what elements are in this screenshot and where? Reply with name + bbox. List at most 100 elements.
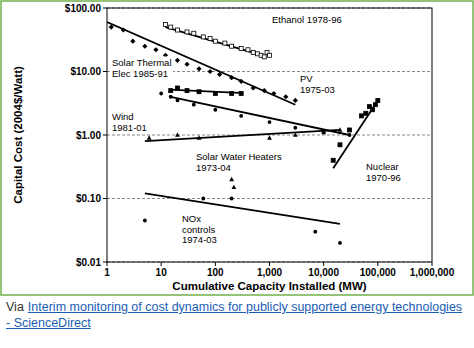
point bbox=[163, 22, 167, 26]
point bbox=[231, 185, 236, 189]
label-background bbox=[111, 57, 174, 80]
point bbox=[262, 55, 266, 59]
point bbox=[197, 90, 201, 94]
point bbox=[313, 230, 317, 234]
trend-line bbox=[165, 27, 262, 55]
tick-mark bbox=[323, 262, 324, 266]
point bbox=[175, 132, 180, 136]
series-label: Ethanol 1978-96 bbox=[272, 14, 342, 25]
plot-frame bbox=[107, 8, 432, 262]
series bbox=[331, 98, 380, 168]
point bbox=[197, 135, 202, 139]
label-background bbox=[365, 161, 403, 184]
x-axis-title: Cumulative Capacity Installed (MW) bbox=[172, 280, 366, 292]
point bbox=[360, 114, 364, 118]
tick-label: 1,000 bbox=[257, 267, 282, 278]
caption-link[interactable]: Interim monitoring of cost dynamics for … bbox=[6, 300, 462, 330]
point bbox=[169, 25, 173, 29]
point bbox=[251, 50, 255, 54]
point bbox=[184, 62, 189, 67]
point bbox=[293, 98, 298, 103]
point bbox=[376, 98, 380, 102]
label-line: NOx bbox=[182, 213, 201, 224]
point bbox=[208, 37, 212, 41]
point bbox=[217, 72, 222, 77]
label-background bbox=[271, 14, 344, 26]
tick-label: 1 bbox=[104, 267, 110, 278]
point bbox=[201, 35, 205, 39]
tick-mark bbox=[103, 262, 107, 263]
label-line: 1975-03 bbox=[300, 84, 335, 95]
point bbox=[230, 44, 234, 48]
series-label: NOxcontrols1974-03 bbox=[182, 213, 217, 245]
point bbox=[130, 39, 135, 44]
tick-mark bbox=[103, 71, 107, 72]
tick-label: 100,000 bbox=[360, 267, 397, 278]
label-line: Ethanol 1978-96 bbox=[272, 14, 342, 25]
label-background bbox=[111, 111, 149, 134]
point bbox=[348, 128, 352, 132]
tick-label: $0.10 bbox=[76, 193, 101, 204]
label-background bbox=[181, 213, 219, 246]
outer-frame bbox=[1, 1, 473, 295]
series bbox=[169, 86, 243, 96]
trend-line bbox=[333, 100, 378, 168]
point bbox=[169, 89, 173, 93]
point bbox=[321, 130, 326, 134]
point bbox=[159, 92, 163, 96]
point bbox=[230, 92, 234, 96]
trend-line bbox=[145, 193, 340, 223]
point bbox=[213, 108, 217, 112]
point bbox=[153, 47, 158, 52]
point bbox=[229, 177, 234, 181]
caption: ViaInterim monitoring of cost dynamics f… bbox=[6, 299, 468, 331]
tick-mark bbox=[432, 262, 433, 266]
label-line: Solar Thermal bbox=[112, 57, 172, 68]
point bbox=[268, 53, 272, 57]
tick-mark bbox=[107, 262, 108, 266]
series bbox=[107, 22, 298, 105]
point bbox=[201, 197, 205, 201]
series bbox=[143, 193, 342, 244]
label-line: 1974-03 bbox=[182, 234, 217, 245]
label-background bbox=[195, 151, 284, 174]
trend-line bbox=[145, 130, 340, 141]
point bbox=[268, 120, 272, 124]
series-label: Solar Water Heaters1973-04 bbox=[196, 151, 282, 173]
point bbox=[229, 75, 234, 80]
label-line: PV bbox=[300, 73, 313, 84]
caption-prefix: Via bbox=[6, 300, 24, 314]
label-line: 1973-04 bbox=[196, 162, 231, 173]
label-line: 1981-01 bbox=[112, 122, 147, 133]
point bbox=[246, 48, 250, 52]
point bbox=[196, 66, 201, 71]
tick-label: $10.00 bbox=[70, 66, 101, 77]
point bbox=[230, 197, 234, 201]
tick-mark bbox=[161, 262, 162, 266]
point bbox=[338, 241, 342, 245]
point bbox=[348, 133, 352, 137]
point bbox=[192, 31, 196, 35]
point bbox=[207, 69, 212, 74]
tick-label: $1.00 bbox=[76, 130, 101, 141]
point bbox=[239, 92, 243, 96]
point bbox=[293, 132, 298, 136]
series-labels: Ethanol 1978-96 Solar ThermalElec 1985-91… bbox=[111, 14, 403, 246]
point bbox=[142, 44, 147, 49]
label-line: Elec 1985-91 bbox=[112, 68, 168, 79]
point bbox=[239, 114, 243, 118]
point bbox=[331, 158, 335, 162]
point bbox=[271, 91, 276, 96]
label-line: 1970-96 bbox=[366, 172, 401, 183]
tick-label: 10,000 bbox=[308, 267, 339, 278]
y-axis-title: Capital Cost (2004$/Watt) bbox=[12, 66, 24, 204]
tick-mark bbox=[377, 262, 378, 266]
point bbox=[262, 88, 267, 93]
point bbox=[239, 79, 244, 84]
point bbox=[239, 47, 243, 51]
series-label: Solar ThermalElec 1985-91 bbox=[112, 57, 172, 79]
point bbox=[293, 126, 297, 130]
point bbox=[175, 28, 179, 32]
point bbox=[175, 86, 179, 90]
grid bbox=[103, 8, 432, 266]
